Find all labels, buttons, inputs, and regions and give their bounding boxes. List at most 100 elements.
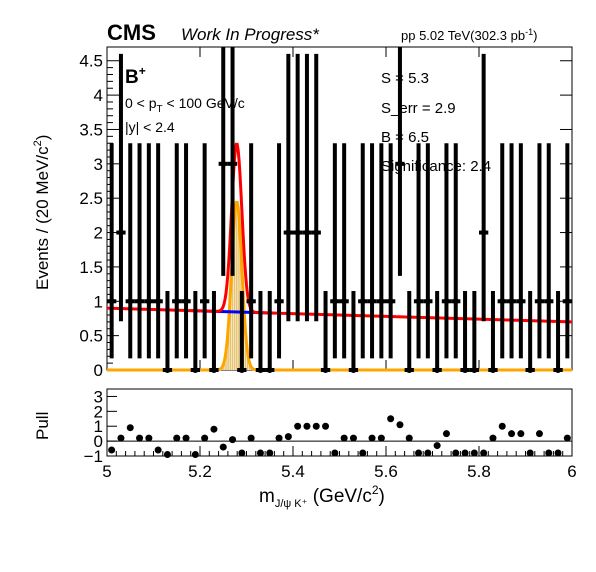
data-point [210, 367, 217, 373]
pull-point [377, 434, 385, 442]
data-point [415, 298, 422, 305]
pull-point [312, 422, 320, 430]
pull-point [461, 449, 469, 457]
main-y-tick-label: 1 [94, 292, 103, 311]
data-points [107, 47, 572, 373]
main-y-tick-label: 0 [94, 361, 103, 380]
main-y-tick-label: 2.5 [79, 189, 103, 208]
pull-y-tick-label: 2 [94, 402, 103, 421]
data-point [527, 367, 534, 373]
pull-y-tick-label: 0 [94, 432, 103, 451]
signal-yield: S = 5.3 [381, 70, 429, 87]
main-y-tick-label: 3.5 [79, 120, 103, 139]
pull-point [126, 424, 134, 432]
data-point [322, 367, 329, 373]
data-point [173, 298, 180, 305]
pull-point [387, 415, 395, 423]
pt-range-label: 0 < pT < 100 GeV/c [125, 95, 245, 115]
signal-area-fill [211, 201, 263, 370]
x-tick-label: 6 [567, 462, 576, 481]
pull-point [526, 449, 534, 457]
data-point [508, 298, 515, 305]
status-label: Work In Progress* [181, 25, 320, 44]
data-point [303, 229, 310, 236]
main-y-tick-label: 1.5 [79, 258, 103, 277]
data-point [201, 298, 208, 305]
pull-points [108, 415, 571, 459]
data-point [127, 298, 134, 305]
data-point [220, 160, 227, 167]
data-point [369, 298, 376, 305]
data-point [443, 298, 450, 305]
x-axis-label: mJ/ψ K⁺ (GeV/c2) [259, 483, 385, 510]
pull-point [340, 434, 348, 442]
pull-point [117, 434, 125, 442]
pull-point [136, 434, 144, 442]
data-point [248, 298, 255, 305]
x-tick-label: 5.6 [374, 462, 398, 481]
pull-y-tick-label: −1 [84, 447, 103, 466]
data-point [555, 367, 562, 373]
main-x-axis-ticks [106, 47, 573, 370]
pull-point [452, 449, 460, 457]
data-point [499, 298, 506, 305]
pull-point [359, 449, 367, 457]
data-point [238, 367, 245, 373]
pull-y-tick-label: 1 [94, 417, 103, 436]
pull-x-axis: 5 5.2 5.4 5.6 5.8 6 [102, 446, 577, 481]
pull-y-tick-label: 3 [94, 387, 103, 406]
pull-point [303, 422, 311, 430]
data-point [452, 298, 459, 305]
data-point [117, 229, 124, 236]
data-point [545, 298, 552, 305]
pull-point [368, 434, 376, 442]
data-point [192, 367, 199, 373]
data-point [155, 298, 162, 305]
data-point [359, 298, 366, 305]
pull-point [349, 434, 357, 442]
data-point [136, 298, 143, 305]
data-point [536, 298, 543, 305]
pull-point [163, 451, 171, 459]
pull-point [489, 434, 497, 442]
main-y-axis: 0 0.5 1 1.5 2 2.5 3 3.5 4 4.5 [79, 52, 572, 380]
pull-point [266, 449, 274, 457]
data-point [434, 367, 441, 373]
pull-point [433, 442, 441, 450]
pull-point [201, 434, 209, 442]
main-y-tick-label: 4 [94, 86, 103, 105]
data-point [406, 367, 413, 373]
pull-point [442, 430, 450, 438]
data-point [564, 298, 571, 305]
data-point [331, 298, 338, 305]
data-point [266, 367, 273, 373]
cms-label: CMS [107, 20, 156, 45]
pull-point [219, 443, 227, 451]
pull-point [191, 451, 199, 459]
data-point [276, 298, 283, 305]
x-tick-label: 5.2 [188, 462, 212, 481]
pull-point [284, 433, 292, 441]
pull-point [247, 434, 255, 442]
data-point [285, 229, 292, 236]
pull-point [210, 425, 218, 433]
data-point [350, 367, 357, 373]
pull-point [470, 449, 478, 457]
data-point [313, 229, 320, 236]
pull-point [396, 421, 404, 429]
pull-point [498, 422, 506, 430]
signal-error: S_err = 2.9 [381, 100, 456, 117]
data-point [229, 160, 236, 167]
data-point [183, 298, 190, 305]
background-yield: B = 6.5 [381, 129, 429, 146]
pull-point [563, 434, 571, 442]
data-point [257, 367, 264, 373]
data-point [480, 229, 487, 236]
data-point [145, 298, 152, 305]
rapidity-label: |y| < 2.4 [125, 119, 175, 135]
data-point [387, 298, 394, 305]
pull-point [554, 449, 562, 457]
data-point [489, 367, 496, 373]
pull-point [517, 430, 525, 438]
